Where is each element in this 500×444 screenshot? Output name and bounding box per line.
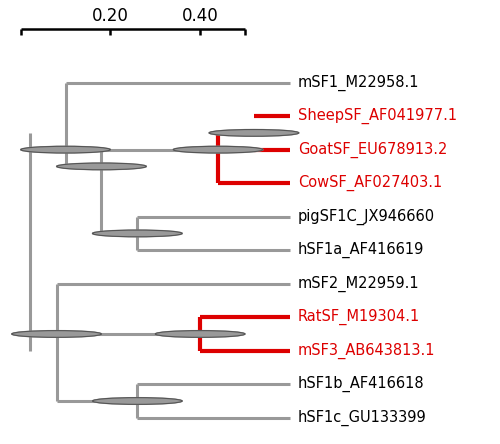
Circle shape: [20, 146, 110, 153]
Circle shape: [92, 230, 182, 237]
Text: CowSF_AF027403.1: CowSF_AF027403.1: [298, 175, 442, 191]
Text: hSF1a_AF416619: hSF1a_AF416619: [298, 242, 424, 258]
Text: mSF1_M22958.1: mSF1_M22958.1: [298, 75, 420, 91]
Text: mSF3_AB643813.1: mSF3_AB643813.1: [298, 343, 436, 359]
Text: hSF1b_AF416618: hSF1b_AF416618: [298, 376, 424, 392]
Text: 0.40: 0.40: [182, 7, 218, 25]
Text: hSF1c_GU133399: hSF1c_GU133399: [298, 410, 426, 426]
Text: GoatSF_EU678913.2: GoatSF_EU678913.2: [298, 142, 448, 158]
Text: pigSF1C_JX946660: pigSF1C_JX946660: [298, 209, 435, 225]
Circle shape: [92, 398, 182, 404]
Text: 0.20: 0.20: [92, 7, 129, 25]
Circle shape: [209, 130, 299, 136]
Text: RatSF_M19304.1: RatSF_M19304.1: [298, 309, 420, 325]
Circle shape: [12, 331, 102, 337]
Circle shape: [56, 163, 146, 170]
Circle shape: [173, 146, 263, 153]
Text: SheepSF_AF041977.1: SheepSF_AF041977.1: [298, 108, 457, 124]
Text: mSF2_M22959.1: mSF2_M22959.1: [298, 276, 420, 292]
Circle shape: [156, 331, 245, 337]
